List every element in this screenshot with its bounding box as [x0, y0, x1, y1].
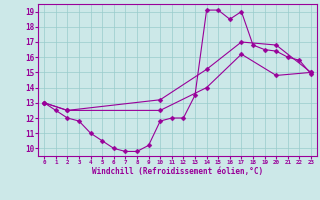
X-axis label: Windchill (Refroidissement éolien,°C): Windchill (Refroidissement éolien,°C): [92, 167, 263, 176]
